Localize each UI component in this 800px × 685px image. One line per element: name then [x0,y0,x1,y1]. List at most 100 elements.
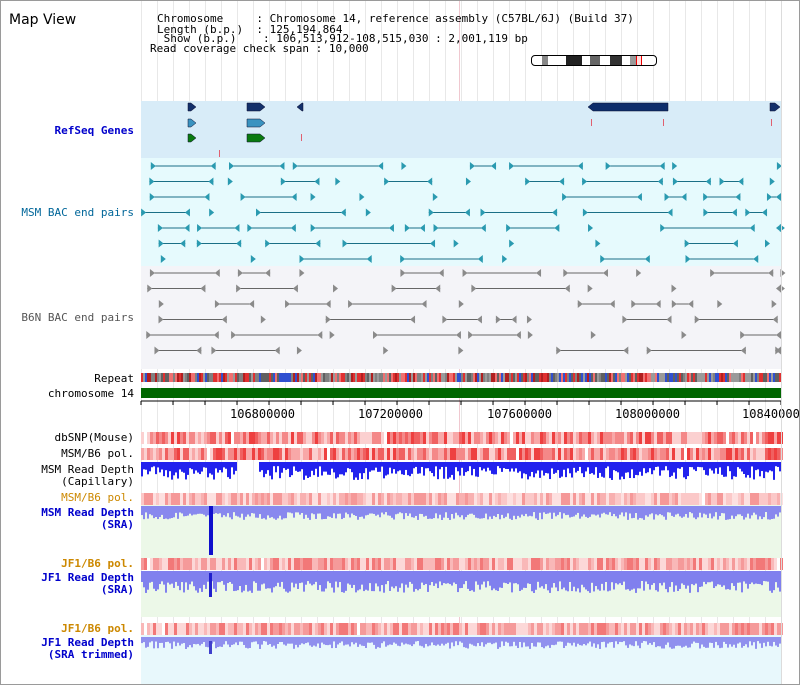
bac-end-marker [667,208,673,217]
track-label-msm-depth-cap[interactable]: MSM Read Depth (Capillary) [41,464,134,488]
polymorphism-cell [285,432,288,444]
repeat-segment [239,373,241,382]
track-label-repeat[interactable]: Repeat [94,373,134,385]
track-label-msm-bac[interactable]: MSM BAC end pairs [21,207,134,219]
polymorphism-cell [777,493,780,505]
track-label-dbsnp[interactable]: dbSNP(Mouse) [55,432,134,444]
polymorphism-cell [402,558,405,570]
repeat-segment [453,373,455,382]
polymorphism-cell [615,493,618,505]
read-depth-bar [375,506,377,516]
track-label-jf1-depth-sra[interactable]: JF1 Read Depth (SRA) [41,572,134,596]
read-depth-bar [757,637,759,642]
track-label-jf1-b6-pol[interactable]: JF1/B6 pol. [61,558,134,570]
read-depth-bar [483,571,485,582]
repeat-segment [559,373,561,382]
read-depth-bar [393,571,395,589]
track-label-msm-b6-pol[interactable]: MSM/B6 pol. [61,448,134,460]
read-depth-bar [697,637,699,643]
polymorphism-cell [564,448,567,460]
polymorphism-cell [387,558,390,570]
read-depth-bar [763,506,765,518]
read-depth-bar [455,462,457,468]
read-depth-bar [371,506,373,514]
polymorphism-cell [720,623,723,635]
polymorphism-cell [312,558,315,570]
repeat-segment [169,373,171,382]
track-label-jf1-b6-pol-2[interactable]: JF1/B6 pol. [61,623,134,635]
repeat-segment [541,373,543,382]
bac-end-marker [664,193,670,201]
track-label-chromosome[interactable]: chromosome 14 [48,388,134,400]
read-depth-bar [309,506,311,520]
polymorphism-cell [153,623,156,635]
polymorphism-cell [372,558,375,570]
polymorphism-cell [321,623,324,635]
bac-end-marker [768,269,774,277]
repeat-segment [513,373,515,382]
repeat-segment [609,373,611,382]
bac-end-marker [432,193,438,201]
bac-end-marker [745,208,751,217]
repeat-segment [203,373,205,382]
polymorphism-cell [567,448,570,460]
gene-feature [246,102,266,112]
bac-end-marker [438,269,444,277]
polymorphism-cell [348,558,351,570]
polymorphism-cell [477,558,480,570]
polymorphism-cell [168,432,171,444]
polymorphism-cell [666,448,669,460]
polymorphism-cell [249,448,252,460]
track-label-b6n-bac[interactable]: B6N BAC end pairs [21,312,134,324]
polymorphism-cell [555,623,558,635]
read-depth-bar [341,506,343,520]
read-depth-bar [565,571,567,591]
polymorphism-cell [282,493,285,505]
polymorphism-cell [669,493,672,505]
track-right-edge [781,1,782,684]
read-depth-bar [643,506,645,520]
read-depth-bar [711,637,713,644]
polymorphism-cell [495,623,498,635]
repeat-segment [287,373,289,382]
polymorphism-cell [468,432,471,444]
read-depth-bar [347,637,349,645]
read-depth-bar [189,506,191,514]
repeat-segment [417,373,419,382]
read-depth-bar [637,637,639,646]
read-depth-bar [489,571,491,586]
read-depth-bar [441,506,443,520]
polymorphism-cell [231,623,234,635]
polymorphism-cell [201,558,204,570]
read-depth-bar [341,637,343,642]
read-depth-bar [723,506,725,514]
track-label-msm-b6-pol-2[interactable]: MSM/B6 pol. [61,492,134,504]
read-depth-bar [187,462,189,475]
read-depth-bar [683,462,685,478]
read-depth-bar [407,571,409,588]
polymorphism-cell [579,432,582,444]
read-depth-bar [429,571,431,586]
chromosome-ideogram[interactable] [531,55,657,66]
polymorphism-cell [693,448,696,460]
polymorphism-cell [450,558,453,570]
polymorphism-cell [489,432,492,444]
track-label-msm-depth-sra[interactable]: MSM Read Depth (SRA) [41,507,134,531]
read-depth-bar [727,462,729,467]
read-depth-bar [549,571,551,593]
read-depth-bar [259,506,261,515]
read-depth-bar [171,462,173,480]
read-depth-bar [189,637,191,646]
polymorphism-cell [423,558,426,570]
gene-feature [187,133,197,143]
read-depth-bar [591,462,593,474]
track-label-refseq[interactable]: RefSeq Genes [55,125,134,137]
track-label-jf1-depth-trim[interactable]: JF1 Read Depth (SRA trimmed) [41,637,134,661]
polymorphism-cell [354,432,357,444]
read-depth-bar [503,637,505,646]
read-depth-bar [419,462,421,474]
read-depth-bar [445,637,447,644]
bac-end-marker [657,177,663,186]
